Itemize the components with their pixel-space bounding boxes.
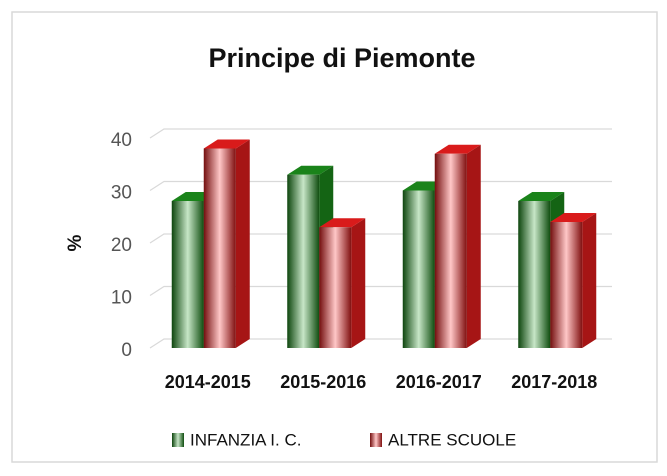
bar-top	[518, 192, 565, 201]
bar-top	[287, 165, 334, 175]
y-tick-label: 40	[111, 130, 132, 151]
x-tick-label: 2016-2017	[396, 372, 482, 392]
bar-front	[434, 153, 467, 348]
bar-side	[235, 139, 250, 348]
bar-front	[402, 190, 435, 348]
x-tick-label: 2015-2016	[280, 372, 366, 392]
bar-front	[287, 174, 320, 348]
y-axis-label: %	[65, 234, 86, 251]
y-tick-label: 20	[111, 235, 132, 256]
legend-label: ALTRE SCUOLE	[388, 430, 516, 449]
x-tick-label: 2014-2015	[165, 372, 251, 392]
bar-top	[550, 213, 597, 222]
bar-front	[319, 227, 352, 348]
bar-front	[171, 201, 204, 348]
y-tick-label: 10	[111, 288, 132, 309]
legend-marker	[370, 433, 382, 447]
bar	[434, 144, 481, 348]
bar	[203, 139, 250, 348]
bar-front	[550, 222, 583, 348]
bar-front	[203, 148, 236, 348]
bar-top	[434, 144, 481, 154]
y-tick-label: 30	[111, 183, 132, 204]
bar-side	[351, 218, 366, 348]
legend-label: INFANZIA I. C.	[190, 430, 301, 449]
bar	[550, 213, 597, 348]
bar	[319, 218, 366, 348]
bar-front	[518, 201, 551, 348]
chart-title: Principe di Piemonte	[208, 43, 475, 73]
bar-side	[582, 213, 597, 348]
x-tick-label: 2017-2018	[511, 372, 597, 392]
y-tick-label: 0	[121, 340, 132, 361]
bar-top	[319, 218, 366, 228]
bar-side	[466, 144, 481, 348]
grid-line	[149, 128, 612, 139]
bar-top	[203, 139, 250, 149]
legend-marker	[172, 433, 184, 447]
